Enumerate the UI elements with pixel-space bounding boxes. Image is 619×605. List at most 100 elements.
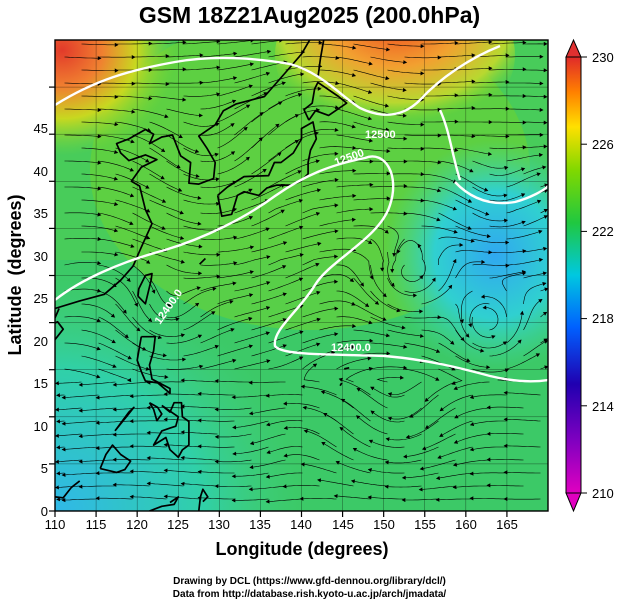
streamline — [166, 264, 202, 274]
streamline-arrow — [248, 487, 253, 492]
coastline — [148, 401, 163, 422]
streamline-arrow — [129, 444, 134, 449]
streamline — [115, 277, 138, 307]
streamline-arrow — [299, 496, 304, 501]
y-tick-label: 10 — [34, 419, 48, 434]
streamline — [388, 381, 422, 395]
streamline — [232, 394, 269, 398]
streamline-arrow — [56, 471, 61, 476]
streamline-arrow — [452, 485, 457, 490]
streamline — [321, 442, 354, 461]
streamline-arrow — [439, 407, 444, 412]
streamline — [453, 381, 490, 390]
streamline-arrow — [114, 122, 119, 127]
streamline-arrow — [521, 167, 526, 172]
streamline-arrow — [452, 258, 457, 264]
streamline-arrow — [283, 425, 288, 430]
streamline-arrow — [450, 340, 455, 345]
streamline — [64, 160, 101, 164]
streamline-arrow — [197, 469, 202, 474]
height-contours — [55, 44, 548, 383]
streamline — [351, 480, 388, 487]
streamline-arrow — [486, 431, 491, 436]
coastline — [199, 257, 206, 265]
streamline-arrow — [503, 417, 508, 422]
streamline-arrow — [471, 79, 476, 84]
streamline — [113, 381, 150, 386]
streamline — [200, 100, 236, 110]
streamline — [183, 147, 219, 156]
streamline-arrow — [231, 395, 236, 400]
streamline-arrow — [182, 40, 187, 45]
streamline — [285, 42, 322, 45]
streamline — [149, 251, 185, 263]
streamline-arrow — [249, 441, 255, 446]
streamline-arrow — [387, 416, 392, 421]
streamline-arrow — [334, 229, 339, 234]
streamline — [81, 147, 118, 153]
streamline — [98, 82, 135, 84]
streamline — [422, 433, 456, 450]
streamline — [353, 225, 389, 234]
streamline-arrow — [266, 281, 271, 285]
streamline — [438, 212, 472, 230]
streamline — [368, 469, 405, 474]
streamline-arrow — [232, 425, 237, 430]
streamline-arrow — [180, 378, 185, 383]
streamline — [404, 212, 441, 221]
streamline-arrow — [469, 395, 474, 399]
streamline-arrow — [282, 241, 288, 246]
streamline — [164, 470, 201, 474]
streamline-arrow — [249, 270, 254, 275]
streamline — [370, 108, 407, 117]
streamline-arrow — [197, 334, 203, 339]
streamline-arrow — [334, 127, 339, 132]
streamline-arrow — [78, 484, 83, 489]
streamline — [268, 254, 304, 266]
streamline-arrow — [517, 339, 522, 344]
streamline-arrow — [386, 351, 391, 356]
streamline-arrow — [249, 293, 254, 298]
streamline-arrow — [536, 172, 541, 177]
streamline — [370, 316, 406, 329]
streamline-arrow — [262, 168, 267, 173]
streamline-arrow — [520, 310, 524, 315]
streamline-arrow — [275, 123, 280, 128]
streamline — [268, 356, 303, 370]
streamline — [81, 95, 118, 98]
streamline-arrow — [454, 148, 459, 152]
streamline — [64, 262, 101, 266]
streamline — [319, 43, 356, 49]
streamline — [437, 446, 473, 459]
streamline — [183, 41, 220, 45]
colorbar-bar — [565, 56, 582, 494]
y-tick-label: 25 — [34, 291, 48, 306]
streamline — [523, 215, 548, 227]
streamline-arrow — [538, 229, 543, 234]
streamline — [217, 294, 253, 305]
streamline-arrow — [179, 210, 184, 215]
streamline — [268, 93, 302, 110]
streamline — [98, 342, 132, 360]
streamline — [79, 381, 116, 386]
streamline — [200, 236, 237, 240]
streamline-arrow — [356, 388, 361, 392]
streamline — [489, 168, 525, 176]
streamline-arrow — [356, 415, 361, 420]
colorbar-tick-label: 214 — [592, 399, 614, 414]
streamline-arrow — [112, 407, 117, 412]
streamline — [523, 146, 547, 149]
streamline — [200, 77, 237, 84]
streamline-arrow — [164, 374, 169, 379]
streamline-arrow — [405, 434, 410, 439]
streamline-arrow — [145, 185, 150, 189]
streamline — [266, 420, 303, 426]
streamline — [436, 498, 473, 501]
streamline-arrow — [317, 241, 322, 246]
streamline — [523, 340, 548, 357]
streamline-arrow — [230, 328, 235, 332]
streamline — [304, 430, 337, 448]
streamline — [130, 445, 167, 448]
x-tick-label: 120 — [126, 517, 148, 532]
streamline — [370, 366, 407, 370]
